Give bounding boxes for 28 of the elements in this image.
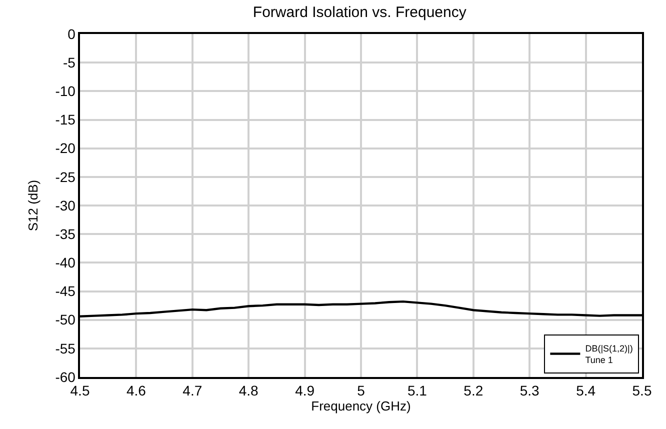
y-tick-label: -15 bbox=[55, 112, 76, 128]
x-tick-label: 4.8 bbox=[238, 382, 259, 399]
legend-label: DB(|S(1,2)|) Tune 1 bbox=[585, 343, 633, 366]
x-tick-label: 4.9 bbox=[295, 382, 315, 399]
x-tick-label: 4.7 bbox=[182, 382, 202, 399]
y-tick-label: -45 bbox=[55, 283, 76, 300]
y-tick-label: -20 bbox=[55, 140, 76, 156]
x-tick-label: 4.6 bbox=[126, 382, 146, 399]
x-tick-label: 5.1 bbox=[407, 382, 428, 399]
x-axis-title: Frequency (GHz) bbox=[311, 398, 411, 414]
y-tick-label: -5 bbox=[62, 54, 76, 70]
y-axis-title: S12 (dB) bbox=[26, 180, 41, 232]
x-tick-label: 5.2 bbox=[464, 382, 484, 399]
y-tick-label: -40 bbox=[55, 254, 76, 271]
x-tick-label: 5.5 bbox=[632, 382, 652, 399]
y-tick-label: 0 bbox=[68, 26, 76, 42]
x-tick-label: 5 bbox=[357, 382, 366, 399]
y-tick-label: -50 bbox=[55, 312, 76, 328]
y-tick-label: -60 bbox=[55, 368, 76, 385]
y-tick-label: -25 bbox=[55, 168, 76, 185]
y-tick-label: -35 bbox=[55, 226, 76, 242]
x-tick-label: 5.3 bbox=[520, 382, 540, 399]
y-tick-label: -55 bbox=[55, 340, 76, 356]
x-tick-label: 4.5 bbox=[70, 382, 90, 399]
y-tick-label: -30 bbox=[55, 197, 76, 214]
chart-title: Forward Isolation vs. Frequency bbox=[252, 4, 467, 21]
x-tick-label: 5.4 bbox=[576, 382, 596, 399]
y-tick-label: -10 bbox=[55, 83, 76, 100]
